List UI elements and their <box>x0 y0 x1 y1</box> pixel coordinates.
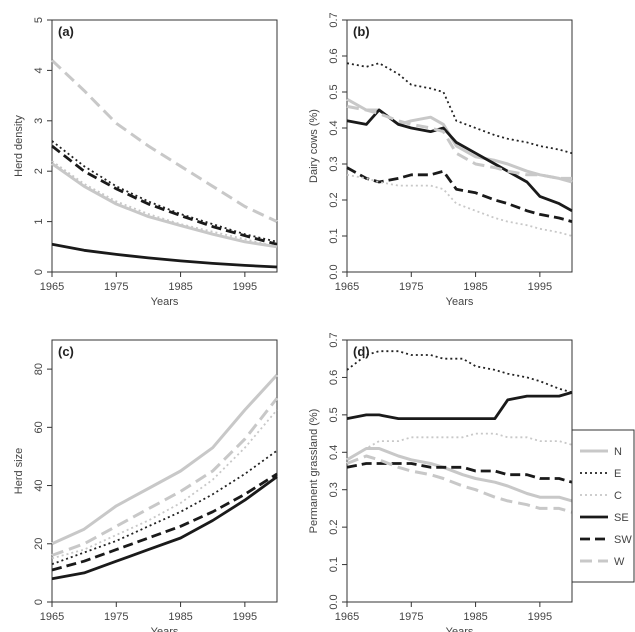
series-line-N <box>51 162 278 249</box>
x-tick-label: 1975 <box>399 281 423 293</box>
y-tick-label: 0 <box>33 599 45 605</box>
panel-c: 0 20 40 60 80 1965 1975 1985 1995 Years Herd size (… <box>13 339 279 632</box>
series-line-SW <box>51 472 278 572</box>
y-tick-label: 0.2 <box>328 519 340 534</box>
y-tick-label: 0.0 <box>328 594 340 609</box>
y-tick-label: 0.4 <box>328 445 340 460</box>
y-axis-title: Herd density <box>13 115 25 177</box>
series-line-W <box>346 454 573 514</box>
series-line-E <box>51 449 278 566</box>
y-tick-label: 0.1 <box>328 557 340 572</box>
y-tick-label: 0.3 <box>328 482 340 497</box>
x-tick-label: 1995 <box>233 281 257 293</box>
y-tick-label: 0.1 <box>328 228 340 243</box>
x-tick-label: 1985 <box>463 611 487 623</box>
x-tick-label: 1975 <box>399 611 423 623</box>
legend-label-E: E <box>614 468 621 480</box>
y-tick-label: 5 <box>33 17 45 23</box>
y-axis-title: Herd size <box>13 448 25 494</box>
series-line-C <box>346 173 573 237</box>
y-tick-label: 0.7 <box>328 12 340 27</box>
x-tick-label: 1985 <box>463 281 487 293</box>
panel-label: (c) <box>58 344 74 359</box>
series-line-C <box>51 409 278 560</box>
y-tick-label: 0.6 <box>328 48 340 63</box>
x-tick-label: 1995 <box>528 611 552 623</box>
y-tick-label: 2 <box>33 168 45 174</box>
plot-frame <box>51 339 278 603</box>
y-tick-label: 1 <box>33 219 45 225</box>
x-tick-label: 1975 <box>104 281 128 293</box>
series-line-SW <box>51 144 278 246</box>
x-tick-label: 1965 <box>335 281 359 293</box>
legend-label-W: W <box>614 556 625 568</box>
legend: NEC SE SW W <box>571 429 635 583</box>
series-line-E <box>346 62 573 155</box>
series-line-SE <box>346 391 573 421</box>
panel-label: (a) <box>58 24 74 39</box>
legend-label-SE: SE <box>614 512 629 524</box>
x-tick-label: 1965 <box>40 611 64 623</box>
legend-label-SW: SW <box>614 534 632 546</box>
y-tick-label: 0.3 <box>328 156 340 171</box>
x-tick-label: 1975 <box>104 611 128 623</box>
plot-frame <box>346 19 573 273</box>
series-line-N <box>51 373 279 546</box>
y-tick-label: 80 <box>33 363 45 375</box>
y-tick-label: 0.2 <box>328 192 340 207</box>
y-tick-label: 0.6 <box>328 370 340 385</box>
x-tick-label: 1985 <box>168 611 192 623</box>
y-axis-title: Permanent grassland (%) <box>308 409 320 534</box>
x-tick-label: 1965 <box>40 281 64 293</box>
panels: 0 1 2 3 4 5 1965 1975 1985 1995 Years Herd density (… <box>13 12 573 632</box>
series-line-W <box>346 104 572 180</box>
series-line-SE <box>51 475 278 581</box>
panel-label: (b) <box>353 24 370 39</box>
series-line-C <box>51 160 278 248</box>
series-line-SE <box>346 108 573 213</box>
series-line-N <box>346 447 573 503</box>
x-tick-label: 1985 <box>168 281 192 293</box>
series-line-C <box>346 432 573 461</box>
panel-d: 0.0 0.1 0.2 0.3 0.4 0.5 0.6 0.7 1965 1975 1985 1995… <box>308 332 573 632</box>
y-tick-label: 4 <box>33 67 45 73</box>
y-tick-label: 0.4 <box>328 120 340 135</box>
series-line-W <box>51 397 279 557</box>
x-tick-label: 1995 <box>528 281 552 293</box>
y-axis-title: Dairy cows (%) <box>308 109 320 183</box>
legend-label-C: C <box>614 490 622 502</box>
x-axis-title: Years <box>446 296 474 308</box>
legend-box <box>571 429 635 583</box>
y-tick-label: 0.7 <box>328 332 340 347</box>
y-tick-label: 0 <box>33 269 45 275</box>
series-line-E <box>51 140 278 243</box>
y-tick-label: 0.0 <box>328 264 340 279</box>
panel-label: (d) <box>353 344 370 359</box>
y-tick-label: 3 <box>33 118 45 124</box>
y-tick-label: 20 <box>33 538 45 550</box>
series-line-E <box>346 350 573 394</box>
y-tick-label: 0.5 <box>328 407 340 422</box>
x-axis-title: Years <box>151 296 179 308</box>
x-tick-label: 1995 <box>233 611 257 623</box>
y-tick-label: 0.5 <box>328 84 340 99</box>
x-axis-title: Years <box>446 626 474 632</box>
legend-label-N: N <box>614 446 622 458</box>
x-axis-title: Years <box>151 626 179 632</box>
panel-a: 0 1 2 3 4 5 1965 1975 1985 1995 Years Herd density (… <box>13 17 278 308</box>
y-tick-label: 40 <box>33 479 45 491</box>
y-tick-label: 60 <box>33 421 45 433</box>
series-line-W <box>50 59 278 223</box>
panel-b: 0.0 0.1 0.2 0.3 0.4 0.5 0.6 0.7 1965 1975 1985 1995… <box>308 12 573 308</box>
plot-frame <box>346 339 573 603</box>
x-tick-label: 1965 <box>335 611 359 623</box>
series-line-SW <box>346 166 573 223</box>
series-line-SE <box>51 242 278 269</box>
